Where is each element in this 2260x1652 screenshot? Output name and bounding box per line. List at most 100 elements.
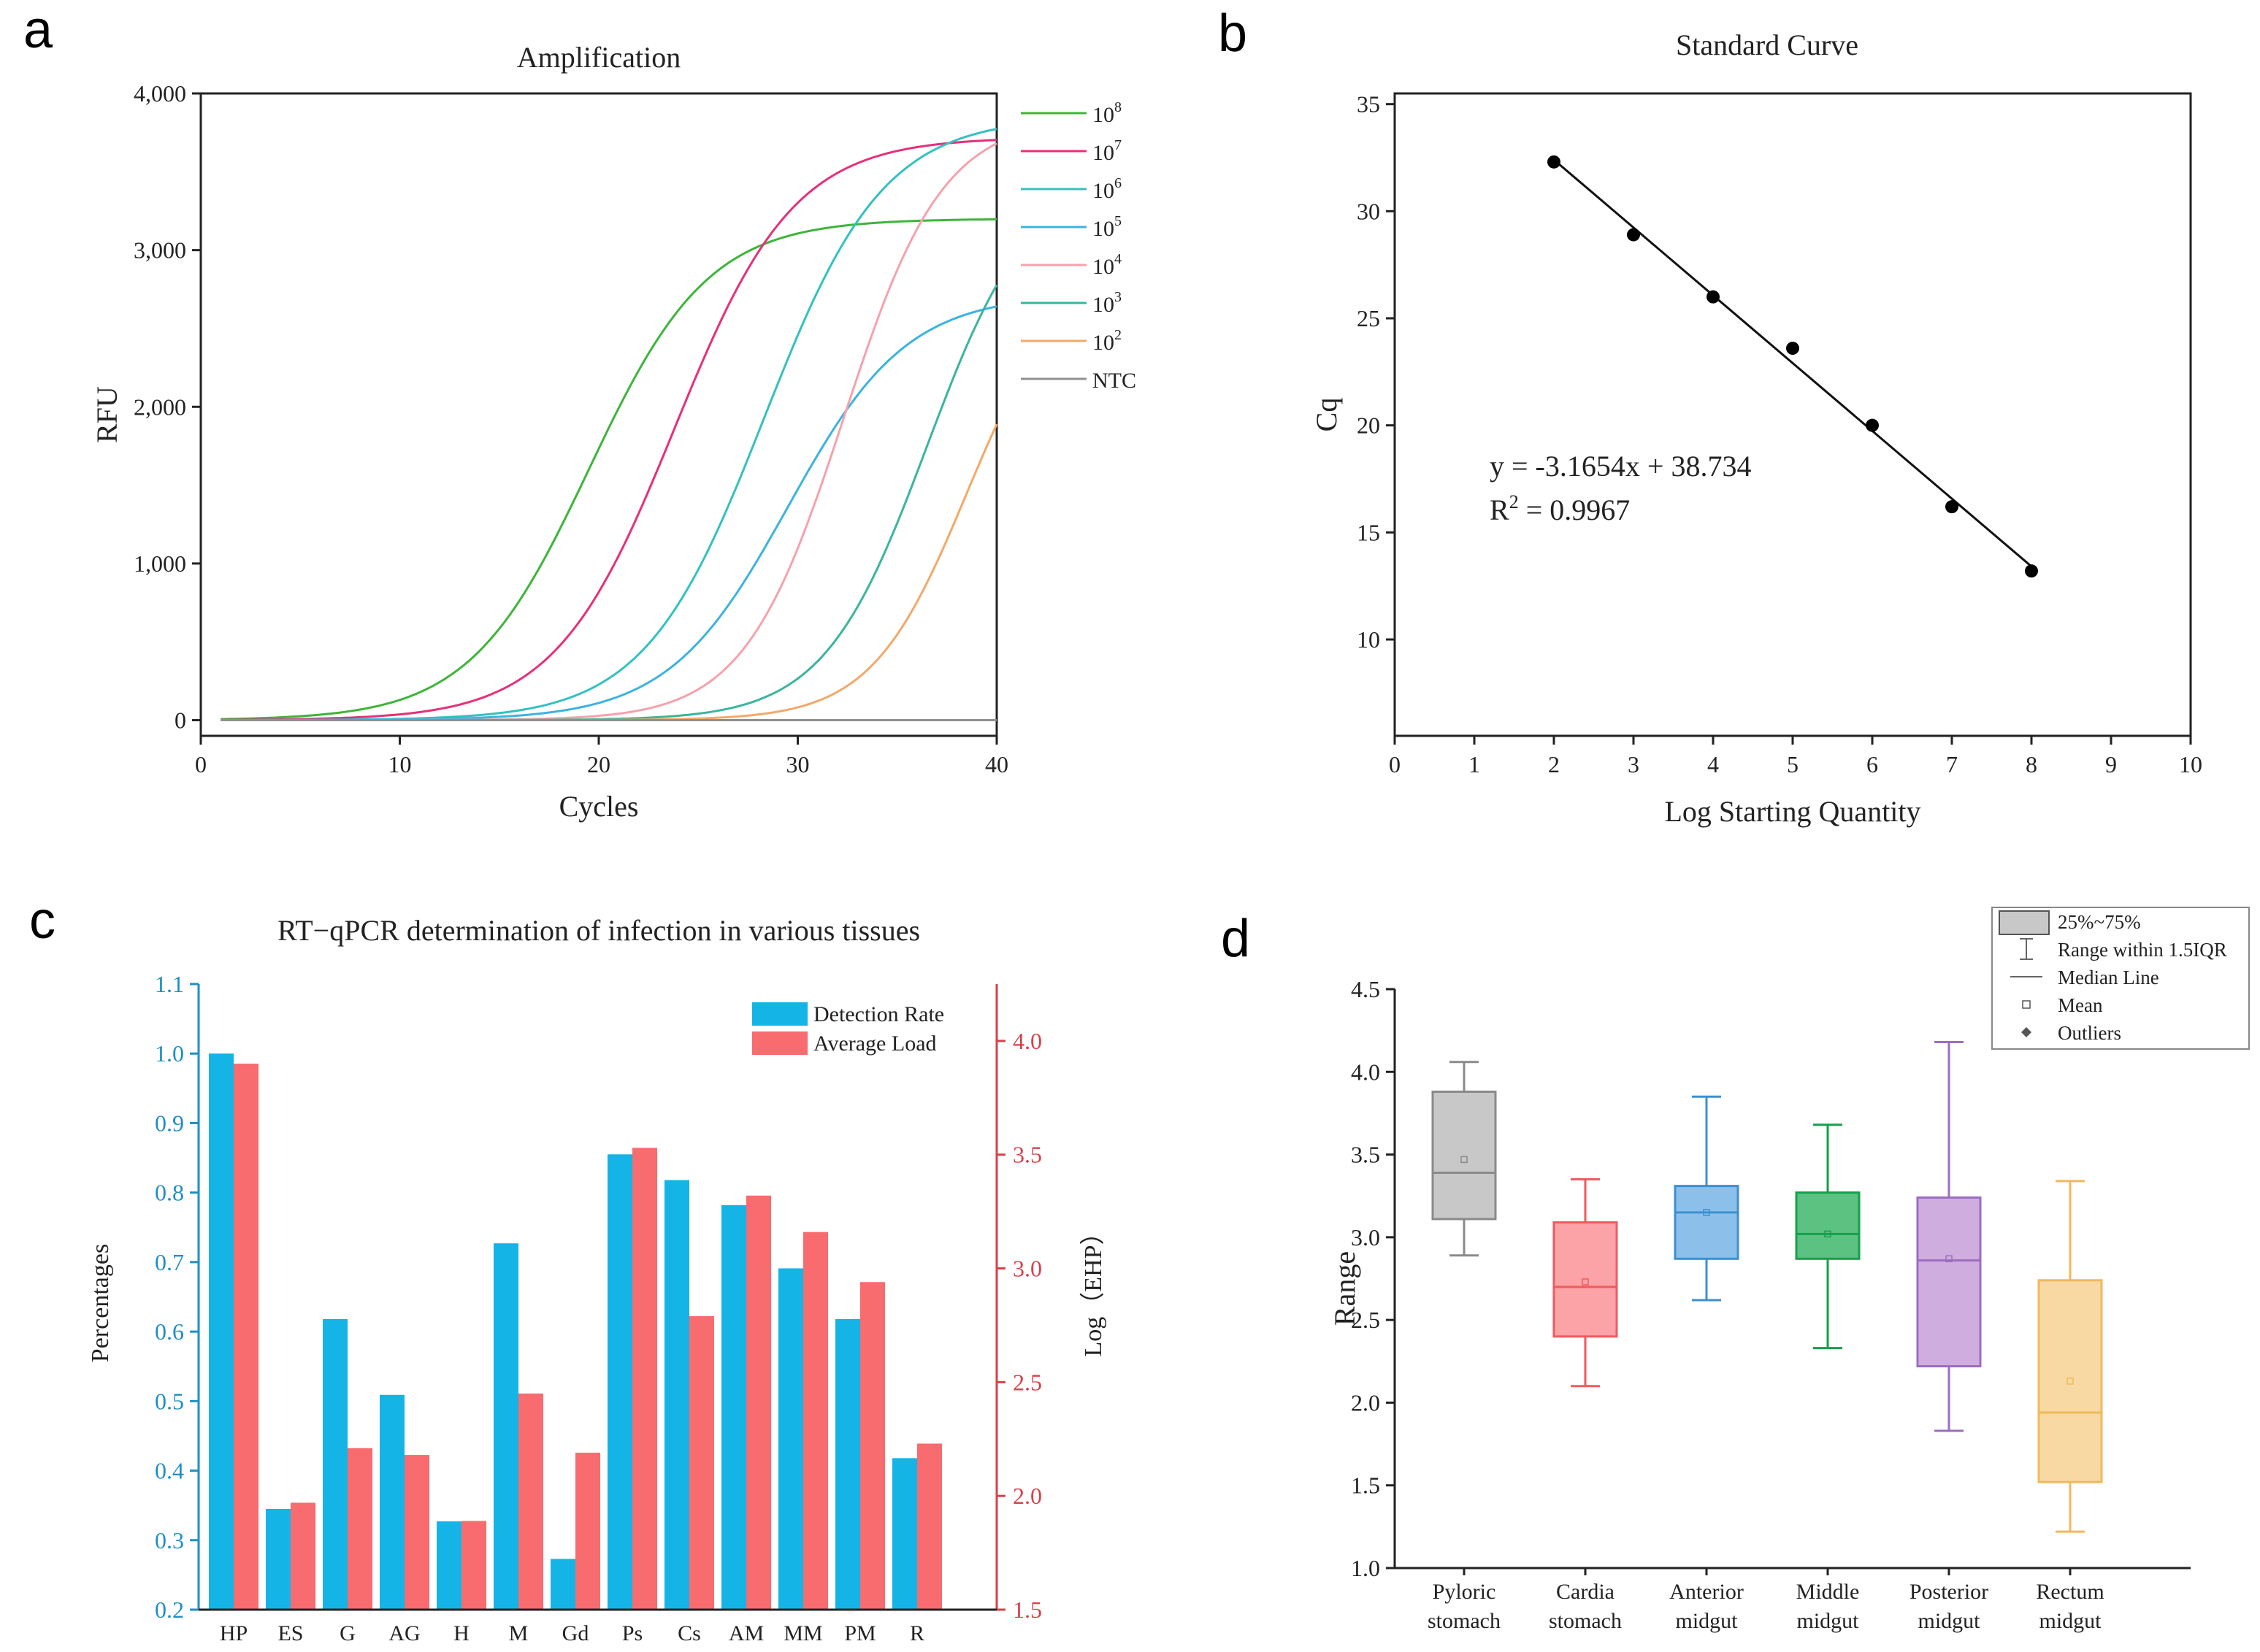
chart-d-ytick-label: 2.0 [1351,1389,1380,1415]
chart-c-y2tick-label: 2.5 [1013,1369,1042,1395]
chart-a-xtick-label: 10 [388,751,412,777]
chart-c-bar-average-load [234,1064,258,1610]
chart-c-bar-average-load [803,1232,828,1610]
chart-a-xlabel: Cycles [559,790,639,823]
chart-c-bar-detection-rate [437,1521,461,1610]
chart-c-bar-detection-rate [664,1180,689,1610]
chart-a-legend-label: 105 [1092,213,1122,241]
chart-b-r2: R2 = 0.9967 [1490,491,1630,526]
chart-c-ylabel: Percentages [87,1244,114,1362]
chart-c-bar-detection-rate [380,1394,405,1610]
chart-d-category-label: stomach [1428,1609,1501,1633]
chart-b-xtick-label: 9 [2105,751,2117,777]
chart-d-box [2037,1279,2103,1483]
chart-c-ytick-label: 0.6 [155,1318,184,1345]
chart-a-legend-exponent: 5 [1114,213,1122,229]
chart-a-lines [221,128,998,721]
chart-c-bar-detection-rate [892,1458,917,1610]
chart-c-y2tick-label: 2.0 [1013,1483,1042,1509]
chart-c-title: RT−qPCR determination of infection in va… [277,914,920,947]
chart-c-category-label: Ps [622,1621,643,1645]
chart-a-series-line [221,305,997,721]
chart-d-mean [1824,1230,1831,1238]
chart-c-ytick-label: 1.1 [155,971,184,997]
chart-a-legend-label: 106 [1092,175,1122,203]
chart-d-ytick-label: 4.0 [1351,1059,1380,1085]
chart-c-y2label: Log（EHP） [1079,1221,1107,1357]
chart-b-r2-prefix: R [1490,493,1509,526]
chart-a-legend-base: 10 [1092,179,1114,203]
chart-c-bar-detection-rate [266,1508,291,1610]
chart-a-ytick-label: 0 [175,707,186,734]
panel-letter-b: b [1218,4,1247,63]
chart-a-series-line [221,142,997,721]
chart-d-legend-label: Outliers [2058,1022,2121,1044]
chart-a-xtick-label: 0 [195,751,207,777]
chart-b-r2-sup: 2 [1509,491,1519,512]
chart-d-mean [1582,1278,1589,1286]
chart-d-legend-outlier [2021,1027,2031,1037]
chart-d-category-label: stomach [1549,1609,1622,1633]
chart-c-bar-detection-rate [778,1268,803,1610]
chart-c-bar-detection-rate [608,1154,632,1610]
chart-d-category-label: Cardia [1556,1580,1614,1604]
chart-c-ytick-label: 0.4 [155,1458,184,1484]
chart-a-legend-label: 108 [1092,99,1122,127]
chart-d-category-label: midgut [2039,1609,2102,1633]
chart-b-xtick-label: 6 [1866,751,1878,777]
chart-b-xtick-label: 8 [2026,751,2037,777]
chart-a-series-line [221,128,997,721]
chart-c-category-label: AM [729,1621,764,1645]
chart-c-bar-average-load [632,1148,657,1610]
chart-b-ytick-label: 25 [1357,305,1380,331]
chart-a-legend-exponent: 8 [1114,99,1122,115]
chart-b-marks [1547,155,2038,578]
chart-c-bar-detection-rate [323,1318,348,1610]
chart-c-legend-swatch [752,1002,808,1026]
chart-d-legend-label: 25%~75% [2058,911,2141,933]
chart-d-box [1431,1090,1497,1221]
chart-d-mean [1703,1209,1710,1216]
chart-a-xtick-label: 20 [587,751,610,777]
chart-d-ylabel: Range [1328,1251,1361,1326]
chart-c-y2tick-label: 3.0 [1013,1256,1042,1282]
chart-b-title: Standard Curve [1676,28,1858,61]
chart-d-legend-label: Median Line [2058,967,2159,988]
chart-a-legend-base: 10 [1092,255,1114,279]
chart-c-category-label: HP [220,1621,248,1645]
chart-d-category-label: midgut [1796,1609,1859,1633]
chart-c-category-label: H [453,1621,470,1645]
chart-c-category-label: M [509,1621,529,1645]
chart-d-ytick-label: 2.5 [1351,1307,1380,1333]
chart-c-bars: HP ES G AG H M Gd Ps Cs AM MM PM R [209,1053,942,1645]
chart-c-category-label: Cs [678,1621,701,1645]
chart-b-ticks: 0 1 2 3 4 5 6 7 8 9 10 10 15 20 25 30 35 [1357,91,2202,777]
chart-d-mean [1460,1156,1468,1164]
chart-c-ytick-label: 1.0 [155,1040,184,1067]
chart-c-bar-average-load [348,1448,372,1610]
chart-a-legend-label: 107 [1092,137,1122,165]
chart-d-ticks: 1.0 1.5 2.0 2.5 3.0 3.5 4.0 4.5 Pyloric stomach Ca… [1351,976,2191,1633]
chart-b-ytick-label: 10 [1357,626,1380,653]
chart-c-bar-average-load [746,1195,771,1610]
chart-b-data-point [1547,155,1560,169]
chart-a-series-line [221,139,997,721]
chart-b-xtick-label: 7 [1946,751,1958,777]
chart-d-category-label: midgut [1675,1609,1738,1633]
chart-b-data-point [2025,564,2038,578]
chart-d-boxes [1431,1041,2103,1533]
chart-a-legend-label: NTC [1092,369,1136,393]
chart-c-y2tick-label: 1.5 [1013,1597,1042,1623]
chart-b-ytick-label: 35 [1357,91,1380,118]
chart-d-ytick-label: 4.5 [1351,976,1380,1002]
chart-c-legend-label: Detection Rate [813,1002,944,1026]
chart-c-bar-detection-rate [551,1559,575,1610]
chart-d-category-label: Rectum [2036,1580,2104,1604]
chart-a-legend-base: 10 [1092,141,1114,165]
chart-c-legend-swatch [752,1031,808,1055]
chart-c-category-label: Gd [562,1621,589,1645]
chart-a-xtick-label: 40 [985,751,1008,777]
panel-c: c RT−qPCR determination of infection in … [29,891,1107,1645]
chart-c-category-label: PM [844,1621,876,1645]
